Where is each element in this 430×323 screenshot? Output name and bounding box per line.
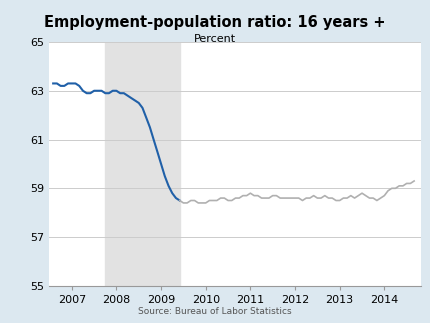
Text: Percent: Percent bbox=[194, 34, 236, 44]
Text: Source: Bureau of Labor Statistics: Source: Bureau of Labor Statistics bbox=[138, 307, 292, 316]
Text: Employment-population ratio: 16 years +: Employment-population ratio: 16 years + bbox=[44, 15, 386, 29]
Bar bbox=[105, 42, 180, 286]
